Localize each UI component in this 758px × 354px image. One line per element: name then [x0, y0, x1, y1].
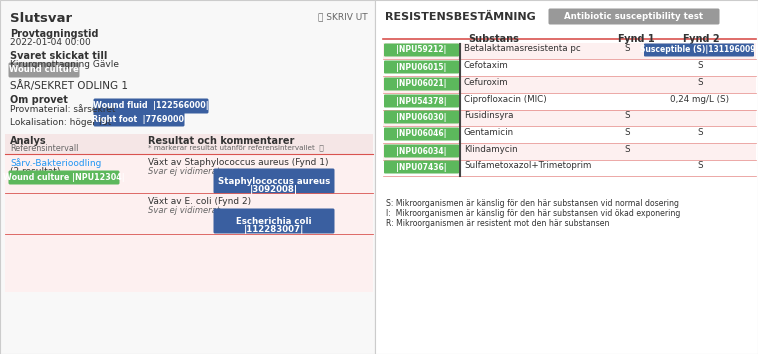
Text: Susceptible (S)|131196009|: Susceptible (S)|131196009| [640, 46, 758, 55]
Text: Wound fluid  |122566000|: Wound fluid |122566000| [93, 102, 208, 110]
FancyBboxPatch shape [384, 61, 459, 74]
Text: Klindamycin: Klindamycin [464, 145, 518, 154]
Text: |NPU06015|: |NPU06015| [396, 63, 446, 72]
FancyBboxPatch shape [214, 169, 334, 194]
Text: S: S [697, 61, 703, 70]
Text: Ciprofloxacin (MIC): Ciprofloxacin (MIC) [464, 95, 547, 104]
Text: |NPU06034|: |NPU06034| [396, 147, 446, 155]
Text: Cefuroxim: Cefuroxim [464, 78, 509, 87]
Text: Staphylococcus aureus: Staphylococcus aureus [218, 177, 330, 185]
Text: (2 resultat): (2 resultat) [10, 167, 61, 176]
Text: R: Mikroorganismen är resistent mot den här substansen: R: Mikroorganismen är resistent mot den … [386, 219, 609, 228]
Text: S: S [624, 128, 630, 137]
Bar [383, 144, 756, 160]
Bar [0, 0, 375, 354]
Text: Provmaterial: sårsekret: Provmaterial: sårsekret [10, 105, 115, 114]
Text: Svar ej vidimerat: Svar ej vidimerat [148, 167, 220, 176]
Text: Wound culture |NPU12304|: Wound culture |NPU12304| [3, 173, 125, 182]
Text: Analys: Analys [10, 136, 47, 146]
Text: * markerar resultat utanför referensintervallet  ⓘ: * markerar resultat utanför referensinte… [148, 144, 324, 150]
FancyBboxPatch shape [384, 78, 459, 91]
Text: |NPU59212|: |NPU59212| [396, 46, 446, 55]
Text: 0,24 mg/L (S): 0,24 mg/L (S) [670, 95, 729, 104]
FancyBboxPatch shape [93, 112, 184, 126]
Text: ⎙ SKRIV UT: ⎙ SKRIV UT [318, 12, 368, 21]
FancyBboxPatch shape [93, 98, 208, 114]
Bar [383, 77, 756, 93]
Text: Substans: Substans [468, 34, 519, 44]
Text: Betalaktamasresistenta pc: Betalaktamasresistenta pc [464, 44, 581, 53]
Text: |NPU06046|: |NPU06046| [396, 130, 446, 138]
Text: Escherichia coli: Escherichia coli [236, 217, 312, 225]
Text: Antibiotic susceptibility test: Antibiotic susceptibility test [565, 12, 703, 21]
Text: |NPU06021|: |NPU06021| [396, 80, 446, 88]
Text: S: Mikroorganismen är känslig för den här substansen vid normal dosering: S: Mikroorganismen är känslig för den hä… [386, 199, 679, 208]
Text: Fusidinsyra: Fusidinsyra [464, 111, 513, 120]
Text: Sulfametoxazol+Trimetoprim: Sulfametoxazol+Trimetoprim [464, 161, 591, 170]
FancyBboxPatch shape [384, 44, 459, 57]
Text: S: S [624, 44, 630, 53]
Text: Svaret skickat till: Svaret skickat till [10, 51, 108, 61]
Bar [383, 110, 756, 126]
FancyBboxPatch shape [384, 144, 459, 158]
Text: Resultat och kommentarer: Resultat och kommentarer [148, 136, 294, 146]
Text: S: S [697, 78, 703, 87]
Text: 2022-01-04 00:00: 2022-01-04 00:00 [10, 38, 91, 47]
Bar [375, 0, 758, 354]
FancyBboxPatch shape [384, 160, 459, 173]
FancyBboxPatch shape [214, 209, 334, 234]
FancyBboxPatch shape [8, 63, 80, 78]
Text: S: S [697, 128, 703, 137]
Bar [383, 127, 756, 143]
Text: |NPU07436|: |NPU07436| [396, 162, 446, 171]
Bar [383, 43, 756, 59]
Text: Wound culture: Wound culture [9, 65, 79, 74]
Text: S: S [697, 161, 703, 170]
Text: SÅR/SEKRET ODLING 1: SÅR/SEKRET ODLING 1 [10, 80, 128, 91]
Text: Fynd 1: Fynd 1 [618, 34, 655, 44]
Text: Lokalisation: höger fot: Lokalisation: höger fot [10, 118, 111, 127]
Text: |112283007|: |112283007| [244, 224, 304, 234]
Text: I:  Mikroorganismen är känslig för den här substansen vid ökad exponering: I: Mikroorganismen är känslig för den hä… [386, 209, 681, 218]
FancyBboxPatch shape [549, 8, 719, 24]
Text: Sårv.-Bakterioodling: Sårv.-Bakterioodling [10, 158, 102, 168]
Bar [5, 134, 373, 154]
Bar [383, 60, 756, 76]
Text: S: S [624, 111, 630, 120]
FancyBboxPatch shape [384, 110, 459, 124]
Text: S: S [624, 145, 630, 154]
Text: Fynd 2: Fynd 2 [683, 34, 719, 44]
Text: Right foot  |7769000|: Right foot |7769000| [92, 114, 186, 124]
Text: Gentamicin: Gentamicin [464, 128, 514, 137]
Bar [383, 94, 756, 110]
FancyBboxPatch shape [384, 127, 459, 141]
Text: Svar ej vidimerat: Svar ej vidimerat [148, 206, 220, 215]
Text: Växt av Staphylococcus aureus (Fynd 1): Växt av Staphylococcus aureus (Fynd 1) [148, 158, 328, 167]
Bar [383, 160, 756, 176]
Text: Om provet: Om provet [10, 95, 68, 105]
Text: Cefotaxim: Cefotaxim [464, 61, 509, 70]
Text: Referensintervall: Referensintervall [10, 144, 78, 153]
Text: Kirurgmottagning Gävle: Kirurgmottagning Gävle [10, 60, 119, 69]
Text: Växt av E. coli (Fynd 2): Växt av E. coli (Fynd 2) [148, 197, 251, 206]
Bar [5, 134, 373, 292]
Text: |NPU06030|: |NPU06030| [396, 113, 446, 121]
FancyBboxPatch shape [384, 95, 459, 108]
Text: RESISTENSBESTÄMNING: RESISTENSBESTÄMNING [385, 12, 536, 22]
Text: Slutsvar: Slutsvar [10, 12, 72, 25]
Text: Provtagningstid: Provtagningstid [10, 29, 99, 39]
FancyBboxPatch shape [644, 44, 754, 57]
Text: |NPU54378|: |NPU54378| [396, 97, 446, 105]
Text: |3092008|: |3092008| [250, 184, 298, 194]
FancyBboxPatch shape [8, 171, 120, 184]
